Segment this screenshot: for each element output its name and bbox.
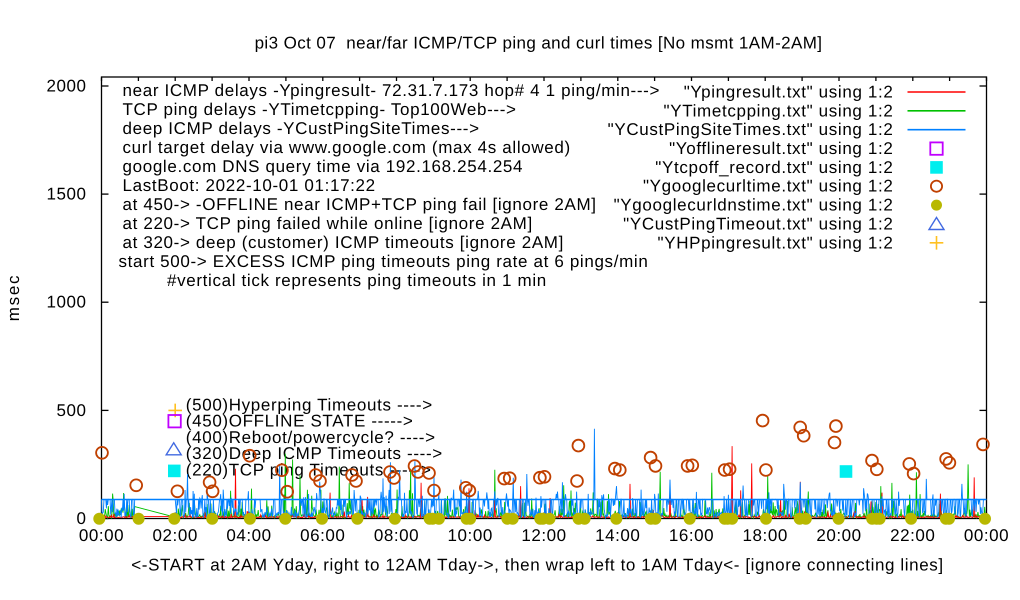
svg-text:start 500-> EXCESS ICMP ping t: start 500-> EXCESS ICMP ping timeouts pi… bbox=[119, 252, 649, 271]
svg-text:at 220-> TCP ping failed while: at 220-> TCP ping failed while online [i… bbox=[123, 214, 533, 233]
svg-text:22:00: 22:00 bbox=[890, 526, 935, 545]
svg-text:10:00: 10:00 bbox=[448, 526, 493, 545]
svg-text:"Ygooglecurltime.txt" using 1:: "Ygooglecurltime.txt" using 1:2 bbox=[643, 177, 894, 196]
svg-text:at 320-> deep (customer) ICMP: at 320-> deep (customer) ICMP timeouts [… bbox=[123, 233, 565, 252]
svg-text:(400)Reboot/powercycle? ---->: (400)Reboot/powercycle? ----> bbox=[186, 428, 436, 447]
svg-text:msec: msec bbox=[4, 274, 23, 321]
svg-text:TCP ping delays -YTimetcpping-: TCP ping delays -YTimetcpping- Top100Web… bbox=[123, 100, 517, 119]
svg-text:(320)Deep ICMP Timeouts ---->: (320)Deep ICMP Timeouts ----> bbox=[186, 444, 443, 463]
svg-text:pi3 Oct 07 near/far ICMP/TCP: pi3 Oct 07 near/far ICMP/TCP ping and cu… bbox=[255, 34, 823, 53]
svg-text:"Ypingresult.txt" using 1:2: "Ypingresult.txt" using 1:2 bbox=[684, 83, 894, 102]
svg-text:06:00: 06:00 bbox=[300, 526, 345, 545]
svg-text:1000: 1000 bbox=[46, 293, 86, 312]
svg-text:(220)TCP ping Timeouts ----->: (220)TCP ping Timeouts -----> bbox=[186, 460, 432, 479]
svg-text:04:00: 04:00 bbox=[226, 526, 271, 545]
svg-text:"YTimetcpping.txt" using 1:2: "YTimetcpping.txt" using 1:2 bbox=[664, 101, 894, 120]
svg-text:00:00: 00:00 bbox=[964, 526, 1009, 545]
svg-text:"YHPpingresult.txt" using 1:2: "YHPpingresult.txt" using 1:2 bbox=[658, 233, 894, 252]
svg-text:curl target delay via www.goog: curl target delay via www.google.com (ma… bbox=[123, 138, 571, 157]
svg-text:00:00: 00:00 bbox=[79, 526, 124, 545]
svg-text:500: 500 bbox=[56, 401, 86, 420]
svg-text:deep ICMP delays -YCustPingSit: deep ICMP delays -YCustPingSiteTimes---> bbox=[123, 119, 480, 138]
svg-text:08:00: 08:00 bbox=[374, 526, 419, 545]
svg-text:LastBoot: 2022-10-01 01:17:22: LastBoot: 2022-10-01 01:17:22 bbox=[123, 176, 376, 195]
svg-text:(500)Hyperping Timeouts ---->: (500)Hyperping Timeouts ----> bbox=[186, 396, 433, 415]
svg-text:2000: 2000 bbox=[46, 77, 86, 96]
svg-text:"Ygooglecurldnstime.txt" using: "Ygooglecurldnstime.txt" using 1:2 bbox=[614, 196, 894, 215]
svg-text:0: 0 bbox=[76, 509, 86, 528]
svg-text:"Ytcpoff_record.txt" using 1:2: "Ytcpoff_record.txt" using 1:2 bbox=[655, 158, 893, 177]
svg-text:"Yofflineresult.txt" using 1:2: "Yofflineresult.txt" using 1:2 bbox=[669, 139, 893, 158]
svg-text:near ICMP delays -Ypingresult-: near ICMP delays -Ypingresult- 72.31.7.1… bbox=[123, 81, 661, 100]
svg-text:"YCustPingSiteTimes.txt" using: "YCustPingSiteTimes.txt" using 1:2 bbox=[608, 120, 894, 139]
svg-text:1500: 1500 bbox=[46, 185, 86, 204]
svg-text:google.com DNS query time via: google.com DNS query time via 192.168.25… bbox=[123, 157, 524, 176]
svg-text:20:00: 20:00 bbox=[816, 526, 861, 545]
svg-text:12:00: 12:00 bbox=[521, 526, 566, 545]
svg-text:<-START at 2AM Yday, right to: <-START at 2AM Yday, right to 12AM Tday-… bbox=[131, 555, 943, 574]
svg-text:(450)OFFLINE STATE ----->: (450)OFFLINE STATE -----> bbox=[186, 412, 414, 431]
svg-text:14:00: 14:00 bbox=[595, 526, 640, 545]
svg-text:"YCustPingTimeout.txt" using 1: "YCustPingTimeout.txt" using 1:2 bbox=[623, 215, 893, 234]
svg-text:#vertical tick represents ping: #vertical tick represents ping timeouts … bbox=[167, 271, 547, 290]
svg-text:16:00: 16:00 bbox=[669, 526, 714, 545]
svg-text:18:00: 18:00 bbox=[743, 526, 788, 545]
svg-text:at 450-> -OFFLINE near ICMP+TC: at 450-> -OFFLINE near ICMP+TCP ping fai… bbox=[123, 195, 597, 214]
svg-text:02:00: 02:00 bbox=[153, 526, 198, 545]
